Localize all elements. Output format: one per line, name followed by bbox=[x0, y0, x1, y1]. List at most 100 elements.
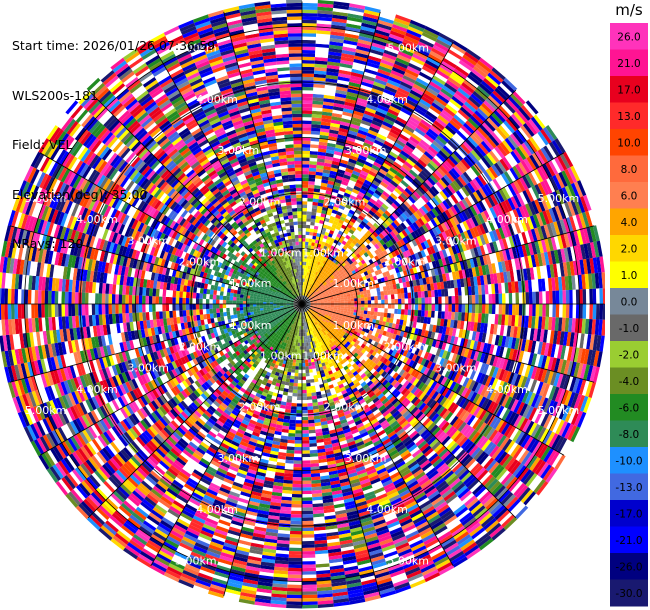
velocity-cell bbox=[498, 304, 503, 315]
velocity-cell bbox=[414, 47, 430, 57]
velocity-cell bbox=[347, 197, 355, 204]
velocity-cell bbox=[434, 304, 439, 312]
velocity-cell bbox=[302, 56, 315, 61]
velocity-cell bbox=[400, 107, 413, 116]
velocity-cell bbox=[431, 47, 446, 58]
velocity-cell bbox=[420, 95, 434, 106]
velocity-cell bbox=[302, 123, 312, 128]
velocity-cell bbox=[313, 90, 325, 95]
velocity-cell bbox=[304, 285, 306, 289]
velocity-cell bbox=[431, 290, 435, 298]
velocity-cell bbox=[314, 60, 328, 65]
velocity-cell bbox=[383, 49, 398, 58]
velocity-cell bbox=[572, 304, 577, 319]
velocity-cell bbox=[399, 110, 411, 119]
velocity-cell bbox=[387, 36, 403, 45]
velocity-cell bbox=[318, 223, 324, 228]
velocity-cell bbox=[341, 53, 355, 59]
velocity-cell bbox=[393, 96, 406, 105]
velocity-cell bbox=[367, 55, 382, 63]
velocity-cell bbox=[437, 311, 442, 319]
velocity-cell bbox=[302, 73, 315, 78]
velocity-cell bbox=[306, 211, 312, 216]
velocity-cell bbox=[345, 139, 355, 146]
velocity-cell bbox=[302, 238, 306, 242]
velocity-cell bbox=[350, 173, 359, 180]
velocity-cell bbox=[384, 46, 400, 55]
velocity-cell bbox=[365, 103, 378, 111]
velocity-cell bbox=[424, 297, 429, 304]
velocity-cell bbox=[318, 240, 323, 245]
velocity-cell bbox=[512, 292, 516, 304]
velocity-cell bbox=[396, 54, 411, 63]
velocity-cell bbox=[370, 45, 385, 53]
velocity-cell bbox=[307, 282, 310, 287]
velocity-cell bbox=[334, 217, 340, 223]
velocity-cell bbox=[418, 71, 433, 82]
velocity-cell bbox=[339, 63, 353, 69]
velocity-cell bbox=[305, 268, 308, 273]
velocity-cell bbox=[395, 14, 412, 23]
velocity-cell bbox=[317, 254, 321, 259]
velocity-cell bbox=[339, 66, 353, 72]
velocity-cell bbox=[321, 263, 325, 268]
velocity-cell bbox=[322, 224, 328, 229]
velocity-cell bbox=[438, 304, 442, 312]
velocity-cell bbox=[309, 252, 313, 257]
velocity-cell bbox=[408, 298, 412, 304]
velocity-cell bbox=[308, 258, 312, 263]
velocity-cell bbox=[302, 133, 311, 138]
velocity-cell bbox=[328, 240, 334, 246]
velocity-cell bbox=[353, 212, 360, 218]
velocity-cell bbox=[327, 142, 336, 148]
velocity-cell bbox=[314, 282, 317, 287]
velocity-cell bbox=[328, 260, 333, 265]
velocity-cell bbox=[438, 296, 442, 304]
velocity-cell bbox=[308, 291, 312, 295]
velocity-cell bbox=[407, 26, 424, 36]
velocity-cell bbox=[390, 308, 395, 314]
velocity-cell bbox=[328, 218, 335, 224]
velocity-cell bbox=[303, 265, 307, 269]
velocity-cell bbox=[312, 97, 324, 102]
velocity-cell bbox=[339, 162, 348, 168]
velocity-cell bbox=[328, 44, 343, 50]
velocity-cell bbox=[364, 160, 374, 168]
velocity-cell bbox=[354, 52, 369, 59]
velocity-cell bbox=[380, 146, 391, 154]
velocity-cell bbox=[377, 104, 389, 112]
velocity-cell bbox=[314, 267, 318, 272]
velocity-cell bbox=[375, 174, 384, 182]
velocity-cell bbox=[357, 294, 361, 299]
velocity-cell bbox=[334, 199, 342, 205]
velocity-cell bbox=[339, 124, 350, 131]
velocity-cell bbox=[401, 304, 405, 310]
velocity-cell bbox=[360, 307, 365, 311]
velocity-cell bbox=[315, 46, 329, 52]
velocity-cell bbox=[363, 310, 368, 315]
velocity-cell bbox=[394, 60, 409, 69]
velocity-cell bbox=[307, 265, 311, 270]
velocity-cell bbox=[397, 87, 410, 96]
velocity-cell bbox=[390, 313, 395, 319]
velocity-cell bbox=[343, 104, 355, 111]
velocity-cell bbox=[345, 203, 352, 210]
velocity-cell bbox=[389, 30, 406, 39]
velocity-cell bbox=[350, 151, 360, 158]
velocity-cell bbox=[405, 32, 421, 42]
velocity-cell bbox=[535, 304, 540, 317]
velocity-cell bbox=[324, 196, 331, 202]
velocity-cell bbox=[334, 178, 343, 184]
velocity-cell bbox=[341, 180, 349, 187]
velocity-cell bbox=[365, 157, 375, 165]
velocity-cell bbox=[302, 244, 306, 249]
velocity-cell bbox=[385, 156, 395, 165]
velocity-cell bbox=[505, 293, 510, 304]
velocity-cell bbox=[317, 229, 322, 234]
velocity-cell bbox=[363, 110, 375, 118]
velocity-cell bbox=[363, 293, 368, 298]
velocity-cell bbox=[310, 248, 314, 253]
velocity-cell bbox=[330, 31, 345, 37]
velocity-cell bbox=[538, 304, 543, 317]
velocity-cell bbox=[371, 164, 381, 172]
